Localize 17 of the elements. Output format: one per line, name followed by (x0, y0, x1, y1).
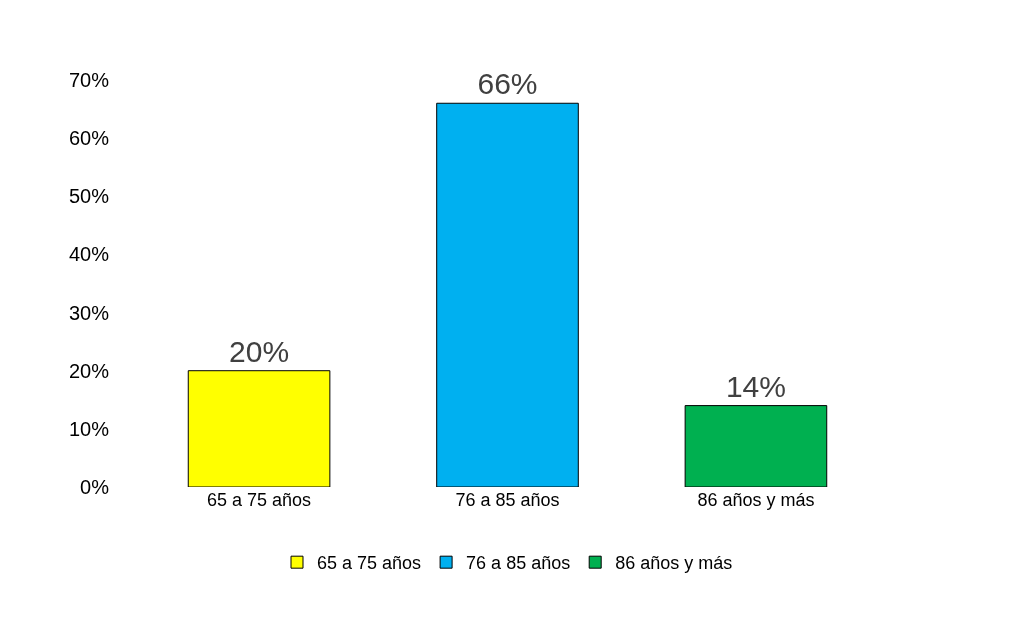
legend-label: 86 años y más (615, 553, 733, 574)
y-tick-label: 60% (68, 127, 110, 150)
y-tick-label: 20% (68, 359, 110, 382)
y-tick-label: 10% (68, 417, 110, 440)
x-tick-label: 65 a 75 años (207, 490, 312, 510)
data-label: 20% (229, 334, 290, 368)
y-tick-label: 40% (68, 243, 110, 266)
y-tick-label: 0% (80, 476, 110, 498)
y-tick-label: 70% (68, 69, 110, 91)
x-tick-label: 76 a 85 años (455, 490, 560, 510)
data-label: 14% (725, 369, 786, 403)
legend-label: 76 a 85 años (466, 553, 571, 574)
x-tick-label: 86 años y más (697, 490, 815, 510)
data-label: 66% (477, 67, 538, 101)
y-tick-label: 50% (68, 185, 110, 208)
legend-label: 65 a 75 años (317, 553, 422, 574)
y-tick-label: 30% (68, 301, 110, 324)
